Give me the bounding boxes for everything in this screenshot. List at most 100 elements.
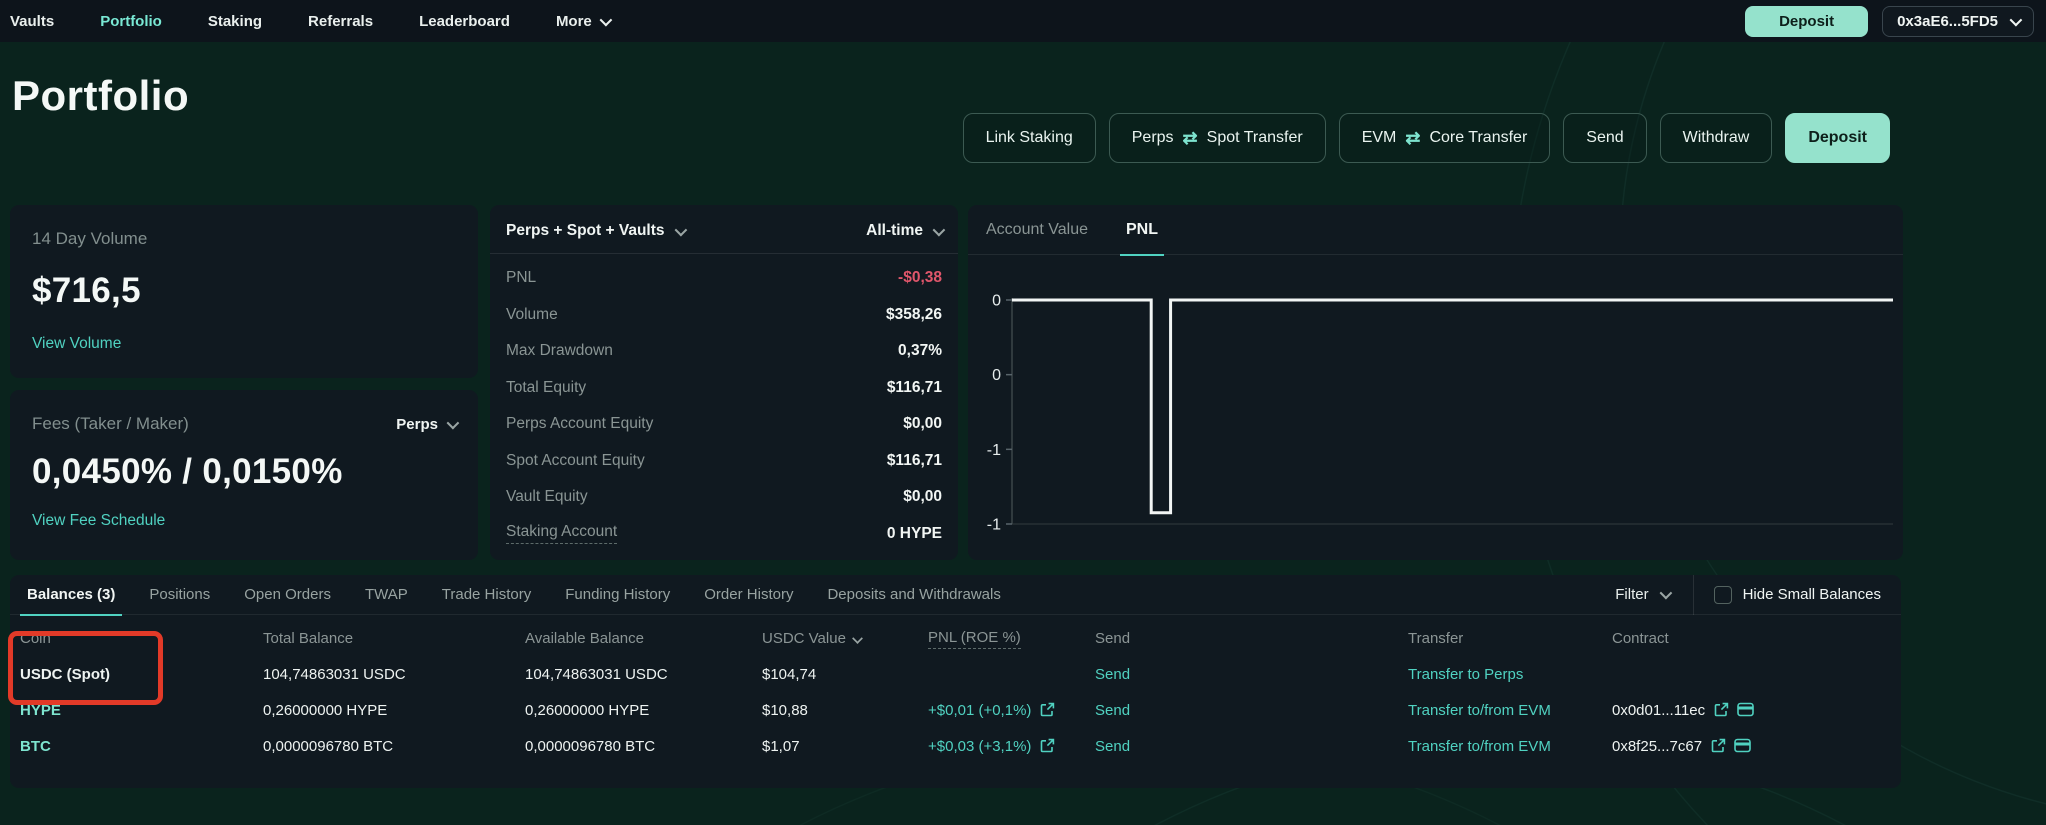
filter-dropdown[interactable]: Filter — [1591, 586, 1692, 603]
y-axis-tick-label: -1 — [987, 442, 1001, 459]
balances-panel: Balances (3) Positions Open Orders TWAP Trad… — [10, 574, 1901, 788]
total-balance-cell: 0,0000096780 BTC — [263, 737, 394, 755]
swap-arrows-icon: ⇄ — [1182, 127, 1198, 148]
tab-balances-3[interactable]: Balances (3) — [10, 575, 132, 616]
pnl-line-series — [1012, 298, 1893, 515]
available-balance-cell: 0,0000096780 BTC — [525, 737, 656, 755]
stats-scope-selector[interactable]: Perps + Spot + Vaults — [506, 222, 687, 240]
contract-address: 0x0d01...11ec — [1612, 701, 1706, 719]
column-header-pnl-roe[interactable]: PNL (ROE %) — [928, 629, 1095, 649]
withdraw-button[interactable]: Withdraw — [1659, 113, 1773, 163]
external-link-icon[interactable] — [1711, 738, 1726, 753]
divider — [1692, 574, 1694, 615]
tab-funding-history[interactable]: Funding History — [565, 586, 671, 603]
stat-row-total-equity: Total Equity $116,71 — [490, 370, 958, 407]
tab-open-orders[interactable]: Open Orders — [244, 586, 331, 603]
evm-core-transfer-button[interactable]: EVM ⇄ Core Transfer — [1338, 113, 1551, 163]
balances-table: Coin Total Balance Available Balance USDC V… — [10, 621, 1901, 764]
tab-trade-history[interactable]: Trade History — [441, 586, 532, 603]
transfer-link[interactable]: Transfer to Perps — [1408, 665, 1524, 683]
nav-item-more[interactable]: More — [533, 13, 632, 30]
coin-cell: USDC (Spot) — [20, 665, 110, 683]
column-header-label: Contract — [1612, 630, 1669, 647]
stat-value: 0 HYPE — [886, 524, 942, 542]
wallet-card-icon[interactable] — [1737, 702, 1754, 717]
chart-tab-account-value[interactable]: Account Value — [986, 220, 1088, 238]
button-label: Core Transfer — [1429, 129, 1528, 146]
header-action-buttons: Link Staking Perps ⇄ Spot Transfer EVM ⇄ Core … — [962, 113, 1890, 163]
chevron-down-icon — [599, 13, 613, 26]
tab-positions[interactable]: Positions — [149, 586, 211, 603]
stat-label: PNL — [506, 269, 537, 287]
link-staking-button[interactable]: Link Staking — [962, 113, 1096, 163]
stat-row-pnl: PNL -$0,38 — [490, 260, 958, 297]
nav-deposit-button[interactable]: Deposit — [1745, 5, 1869, 37]
tab-deposits-and-withdrawals[interactable]: Deposits and Withdrawals — [827, 586, 1001, 603]
hide-small-balances-toggle[interactable]: Hide Small Balances — [1694, 585, 1901, 604]
stat-label: Volume — [506, 305, 558, 323]
pnl-cell[interactable]: +$0,01 (+0,1%) — [928, 702, 1095, 719]
tab-order-history[interactable]: Order History — [704, 586, 794, 603]
stat-row-spot-account-equity: Spot Account Equity $116,71 — [490, 443, 958, 480]
column-header-label: USDC Value — [762, 630, 846, 647]
nav-item-staking[interactable]: Staking — [185, 13, 285, 30]
filter-label: Filter — [1615, 586, 1649, 603]
transfer-link[interactable]: Transfer to/from EVM — [1408, 701, 1551, 719]
total-balance-cell: 104,74863031 USDC — [263, 665, 406, 683]
stat-row-max-drawdown: Max Drawdown 0,37% — [490, 333, 958, 370]
column-header-label: Coin — [20, 630, 51, 647]
view-volume-link[interactable]: View Volume — [32, 335, 122, 352]
stat-value: $0,00 — [903, 488, 942, 506]
hide-small-balances-checkbox[interactable] — [1713, 585, 1732, 604]
nav-item-label: More — [555, 12, 592, 30]
send-link[interactable]: Send — [1095, 701, 1131, 719]
nav-item-leaderboard[interactable]: Leaderboard — [396, 13, 533, 30]
stats-panel: Perps + Spot + Vaults All-time PNL -$0,38… — [490, 205, 958, 560]
contract-cell: 0x0d01...11ec — [1612, 702, 1901, 719]
transfer-link[interactable]: Transfer to/from EVM — [1408, 737, 1551, 755]
pnl-cell[interactable]: +$0,03 (+3,1%) — [928, 738, 1095, 755]
table-row-hype: HYPE 0,26000000 HYPE 0,26000000 HYPE $10,88… — [10, 692, 1901, 728]
pnl-chart: 0 0 -1 -1 — [987, 293, 1893, 534]
external-link-icon[interactable] — [1040, 702, 1055, 717]
stats-period-selector[interactable]: All-time — [866, 222, 946, 240]
nav-item-label: Staking — [207, 12, 263, 30]
chevron-down-icon — [932, 223, 946, 236]
chart-tab-pnl[interactable]: PNL — [1120, 205, 1164, 256]
usdc-value-cell: $1,07 — [762, 737, 800, 755]
send-link[interactable]: Send — [1095, 737, 1131, 755]
column-header-usdc-value[interactable]: USDC Value — [762, 630, 928, 647]
table-row-btc: BTC 0,0000096780 BTC 0,0000096780 BTC $1,07… — [10, 728, 1901, 764]
send-button[interactable]: Send — [1563, 113, 1647, 163]
nav-item-portfolio[interactable]: Portfolio — [77, 13, 185, 30]
contract-cell: 0x8f25...7c67 — [1612, 738, 1901, 755]
nav-item-vaults[interactable]: Vaults — [0, 13, 77, 30]
external-link-icon[interactable] — [1714, 702, 1729, 717]
wallet-card-icon[interactable] — [1734, 738, 1751, 753]
top-navbar: Vaults Portfolio Staking Referrals Leaderboa… — [0, 0, 2046, 42]
swap-arrows-icon: ⇄ — [1405, 127, 1421, 148]
view-fee-schedule-link[interactable]: View Fee Schedule — [32, 512, 166, 529]
fees-scope-selector[interactable]: Perps — [396, 416, 460, 433]
nav-item-referrals[interactable]: Referrals — [285, 13, 396, 30]
stat-value: $358,26 — [885, 305, 942, 323]
external-link-icon[interactable] — [1040, 738, 1055, 753]
wallet-address-button[interactable]: 0x3aE6...5FD5 — [1882, 5, 2034, 37]
button-label: Withdraw — [1682, 129, 1750, 146]
tab-twap[interactable]: TWAP — [364, 586, 408, 603]
nav-items: Vaults Portfolio Staking Referrals Leaderboa… — [0, 13, 632, 30]
column-header-label: PNL (ROE %) — [928, 629, 1021, 649]
column-header-label: Transfer — [1408, 630, 1464, 647]
y-axis-tick-label: -1 — [987, 517, 1001, 534]
column-header-total-balance: Total Balance — [263, 630, 525, 647]
hide-small-balances-label: Hide Small Balances — [1742, 586, 1881, 603]
deposit-button[interactable]: Deposit — [1785, 113, 1890, 163]
perps-spot-transfer-button[interactable]: Perps ⇄ Spot Transfer — [1108, 113, 1326, 163]
nav-item-label: Leaderboard — [419, 12, 510, 30]
send-link[interactable]: Send — [1095, 665, 1131, 683]
balances-tabs: Balances (3) Positions Open Orders TWAP Trad… — [10, 574, 1901, 616]
column-header-label: Available Balance — [525, 630, 644, 647]
stat-row-volume: Volume $358,26 — [490, 297, 958, 334]
column-header-send: Send — [1095, 630, 1408, 647]
pnl-value: +$0,01 (+0,1%) — [928, 701, 1032, 719]
